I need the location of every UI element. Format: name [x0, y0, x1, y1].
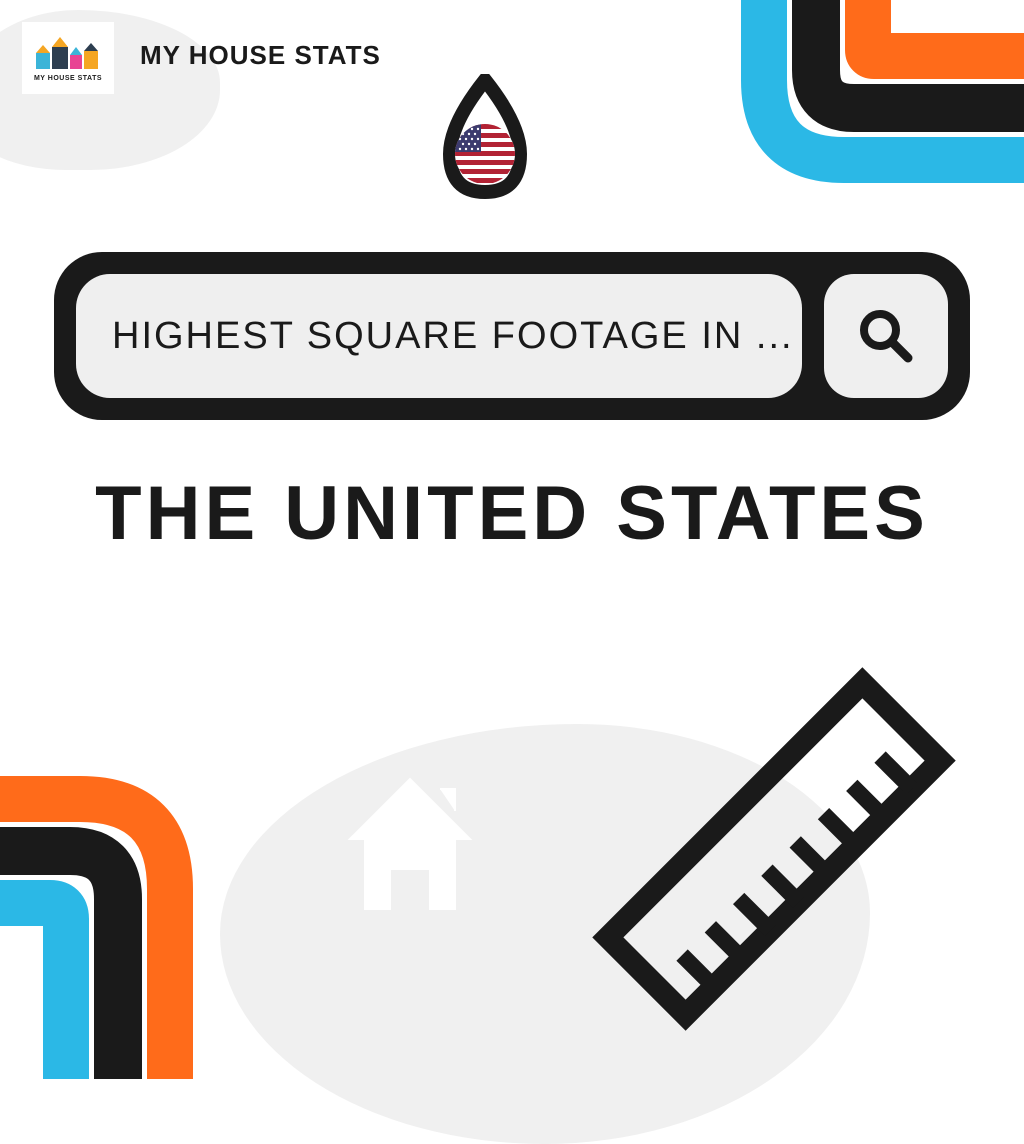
corner-stripes-bottom-left	[0, 719, 300, 1084]
search-query-text: HIGHEST SQUARE FOOTAGE IN ...	[112, 315, 794, 358]
country-title: THE UNITED STATES	[0, 470, 1024, 557]
search-input[interactable]: HIGHEST SQUARE FOOTAGE IN ...	[76, 274, 802, 398]
corner-stripes-top-right	[704, 0, 1024, 265]
logo-houses-icon	[34, 35, 102, 71]
brand-name: MY HOUSE STATS	[140, 40, 381, 71]
search-bar: HIGHEST SQUARE FOOTAGE IN ...	[54, 252, 970, 420]
us-flag-drop-icon	[430, 74, 540, 204]
ruler-icon	[564, 639, 984, 1064]
house-ghost-icon	[320, 749, 500, 934]
brand-logo: MY HOUSE STATS	[22, 22, 114, 94]
logo-caption: MY HOUSE STATS	[34, 75, 102, 82]
search-icon	[854, 304, 918, 368]
search-button[interactable]	[824, 274, 948, 398]
